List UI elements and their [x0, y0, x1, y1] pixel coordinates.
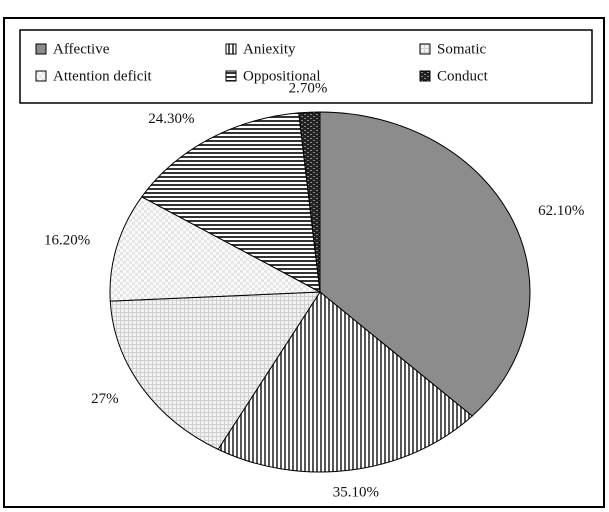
pie-slice: [319, 111, 531, 417]
legend-label: Affective: [53, 41, 110, 57]
legend-swatch: [225, 70, 237, 82]
data-label: 35.10%: [333, 484, 379, 500]
pie-slice: [217, 291, 473, 473]
legend-swatch: [35, 70, 47, 82]
pie-slice: [109, 196, 322, 302]
legend-label: Aniexity: [243, 41, 296, 57]
legend-label: Somatic: [437, 41, 487, 57]
data-label: 62.10%: [538, 203, 584, 219]
data-label: 27%: [91, 391, 119, 407]
legend-label: Oppositional: [243, 68, 321, 84]
legend-swatch: [419, 70, 431, 82]
pie-slice: [141, 112, 321, 293]
legend-box: [19, 29, 593, 104]
pie-slice: [109, 291, 321, 451]
data-label: 2.70%: [289, 80, 328, 96]
legend-swatch: [35, 43, 47, 55]
data-label: 16.20%: [44, 232, 90, 248]
legend-label: Conduct: [437, 68, 489, 84]
legend-label: Attention deficit: [53, 68, 153, 84]
legend-swatch: [225, 43, 237, 55]
data-label: 24.30%: [148, 111, 194, 127]
legend-swatch: [419, 43, 431, 55]
pie-slice: [298, 111, 321, 293]
